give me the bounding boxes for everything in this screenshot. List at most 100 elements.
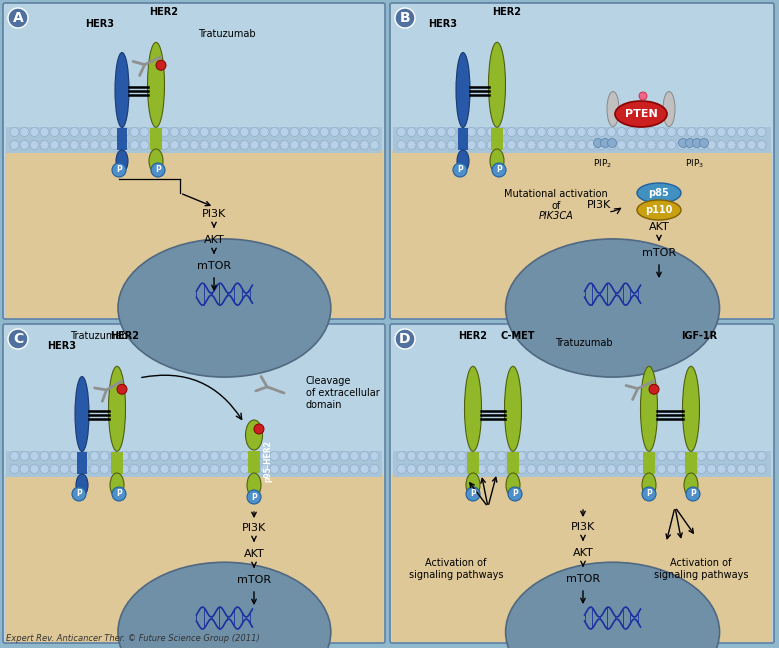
Circle shape	[50, 465, 59, 474]
Text: P: P	[251, 492, 257, 502]
Circle shape	[677, 128, 686, 137]
Circle shape	[240, 141, 249, 150]
Circle shape	[687, 465, 696, 474]
Circle shape	[230, 128, 239, 137]
Circle shape	[70, 141, 79, 150]
Circle shape	[210, 128, 219, 137]
Circle shape	[686, 139, 695, 148]
Circle shape	[330, 141, 339, 150]
Circle shape	[260, 128, 269, 137]
Circle shape	[40, 128, 49, 137]
FancyBboxPatch shape	[5, 150, 383, 318]
Circle shape	[667, 465, 676, 474]
Circle shape	[340, 128, 349, 137]
Circle shape	[180, 465, 189, 474]
Circle shape	[487, 452, 496, 461]
Circle shape	[90, 128, 99, 137]
Circle shape	[30, 452, 39, 461]
Circle shape	[447, 128, 456, 137]
Circle shape	[547, 128, 556, 137]
Circle shape	[457, 141, 466, 150]
Circle shape	[112, 163, 126, 177]
Circle shape	[120, 465, 129, 474]
Circle shape	[617, 465, 626, 474]
Circle shape	[737, 141, 746, 150]
Bar	[150, 128, 162, 150]
Circle shape	[260, 452, 269, 461]
Bar	[467, 452, 479, 474]
Text: mTOR: mTOR	[642, 248, 676, 258]
Ellipse shape	[118, 562, 331, 648]
Bar	[393, 127, 771, 153]
Circle shape	[608, 139, 616, 148]
Circle shape	[130, 128, 139, 137]
Text: Cleavage: Cleavage	[306, 376, 351, 386]
Circle shape	[657, 452, 666, 461]
Text: C: C	[13, 332, 23, 346]
Circle shape	[437, 452, 446, 461]
Text: P: P	[496, 165, 502, 174]
Circle shape	[627, 141, 636, 150]
Ellipse shape	[684, 473, 698, 497]
Circle shape	[537, 452, 546, 461]
Circle shape	[697, 128, 706, 137]
Circle shape	[220, 465, 229, 474]
Circle shape	[350, 452, 359, 461]
Circle shape	[150, 465, 159, 474]
Circle shape	[60, 465, 69, 474]
Circle shape	[250, 465, 259, 474]
Bar	[391, 325, 773, 642]
Circle shape	[280, 128, 289, 137]
Ellipse shape	[640, 366, 657, 451]
Circle shape	[370, 452, 379, 461]
Text: AKT: AKT	[649, 222, 669, 232]
Circle shape	[160, 452, 169, 461]
Bar	[4, 4, 384, 318]
Bar	[685, 452, 697, 474]
Circle shape	[447, 141, 456, 150]
Circle shape	[20, 141, 29, 150]
Circle shape	[647, 465, 656, 474]
Text: Activation of: Activation of	[670, 558, 731, 568]
Circle shape	[597, 452, 606, 461]
Circle shape	[477, 141, 486, 150]
Circle shape	[150, 128, 159, 137]
Circle shape	[150, 452, 159, 461]
Bar	[117, 128, 127, 150]
Circle shape	[397, 452, 406, 461]
Circle shape	[8, 8, 28, 28]
Text: PTEN: PTEN	[625, 109, 657, 119]
Circle shape	[60, 141, 69, 150]
Circle shape	[370, 465, 379, 474]
Circle shape	[130, 141, 139, 150]
Circle shape	[757, 128, 766, 137]
Ellipse shape	[466, 473, 480, 497]
FancyBboxPatch shape	[392, 150, 772, 318]
Text: mTOR: mTOR	[566, 574, 600, 584]
Circle shape	[747, 141, 756, 150]
Circle shape	[190, 141, 199, 150]
Ellipse shape	[506, 562, 720, 648]
Circle shape	[567, 141, 576, 150]
Ellipse shape	[607, 91, 619, 126]
Circle shape	[547, 465, 556, 474]
Circle shape	[577, 465, 586, 474]
Circle shape	[110, 452, 119, 461]
Text: C-MET: C-MET	[501, 331, 535, 341]
Text: P: P	[155, 165, 161, 174]
Circle shape	[587, 452, 596, 461]
Circle shape	[487, 465, 496, 474]
Circle shape	[350, 128, 359, 137]
Circle shape	[30, 141, 39, 150]
Circle shape	[453, 163, 467, 177]
Circle shape	[397, 141, 406, 150]
Circle shape	[370, 141, 379, 150]
FancyBboxPatch shape	[390, 324, 774, 643]
Circle shape	[170, 452, 179, 461]
Circle shape	[260, 465, 269, 474]
Ellipse shape	[76, 474, 88, 496]
Circle shape	[310, 128, 319, 137]
Circle shape	[320, 465, 329, 474]
Circle shape	[407, 128, 416, 137]
Circle shape	[407, 452, 416, 461]
